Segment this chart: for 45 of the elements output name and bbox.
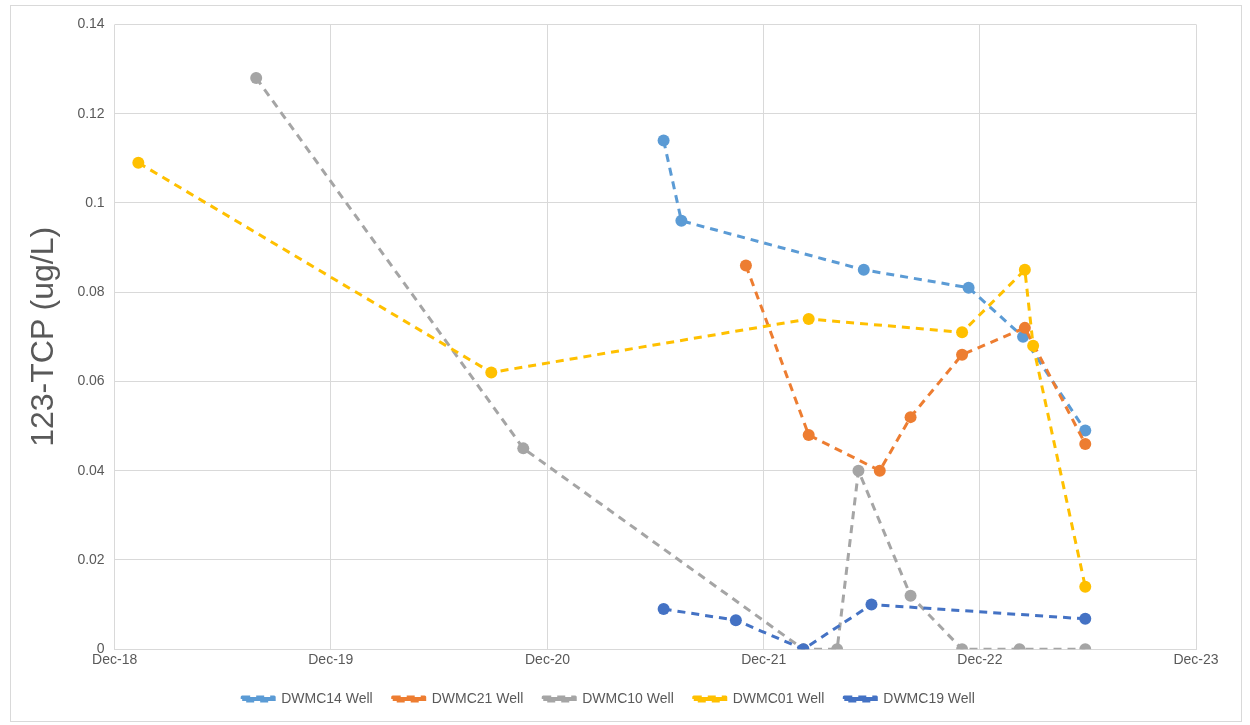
point — [250, 71, 263, 84]
point — [865, 598, 878, 611]
point — [802, 312, 815, 325]
point — [739, 259, 752, 272]
point — [802, 428, 815, 441]
y-tick-label: 0.06 — [77, 372, 105, 389]
legend-label: DWMC14 Well — [281, 689, 373, 706]
point — [1018, 263, 1031, 276]
point — [1018, 321, 1031, 334]
point — [904, 589, 917, 602]
legend-label: DWMC21 Well — [431, 689, 524, 706]
x-tick-label: Dec-20 — [524, 651, 571, 668]
legend-label: DWMC10 Well — [582, 689, 674, 706]
legend-label: DWMC19 Well — [883, 689, 975, 706]
x-tick-label: Dec-22 — [957, 651, 1003, 668]
point — [1079, 612, 1092, 625]
point — [1027, 339, 1040, 352]
point — [485, 366, 498, 379]
x-tick-label: Dec-23 — [1173, 651, 1219, 668]
point — [657, 603, 670, 616]
y-tick-label: 0.1 — [85, 193, 105, 210]
point — [1079, 580, 1092, 593]
y-tick-label: 0.14 — [77, 15, 105, 32]
point — [857, 263, 870, 276]
point — [904, 411, 917, 424]
point — [1079, 424, 1092, 437]
point — [962, 281, 975, 294]
point — [956, 348, 969, 361]
point — [675, 214, 688, 227]
y-tick-label: 0.04 — [77, 461, 105, 478]
y-axis-title: 123-TCP (ug/L) — [24, 226, 61, 447]
point — [956, 326, 969, 339]
y-tick-label: 0.02 — [77, 550, 105, 567]
y-tick-label: 0.12 — [77, 104, 105, 121]
x-tick-label: Dec-19 — [308, 651, 354, 668]
point — [729, 614, 742, 627]
point — [852, 464, 865, 477]
point — [873, 464, 886, 477]
x-tick-label: Dec-21 — [741, 651, 787, 668]
y-tick-label: 0.08 — [77, 283, 105, 300]
legend-label: DWMC01 Well — [732, 689, 825, 706]
point — [517, 442, 530, 455]
point — [657, 134, 670, 147]
point — [132, 156, 145, 169]
point — [1079, 437, 1092, 450]
